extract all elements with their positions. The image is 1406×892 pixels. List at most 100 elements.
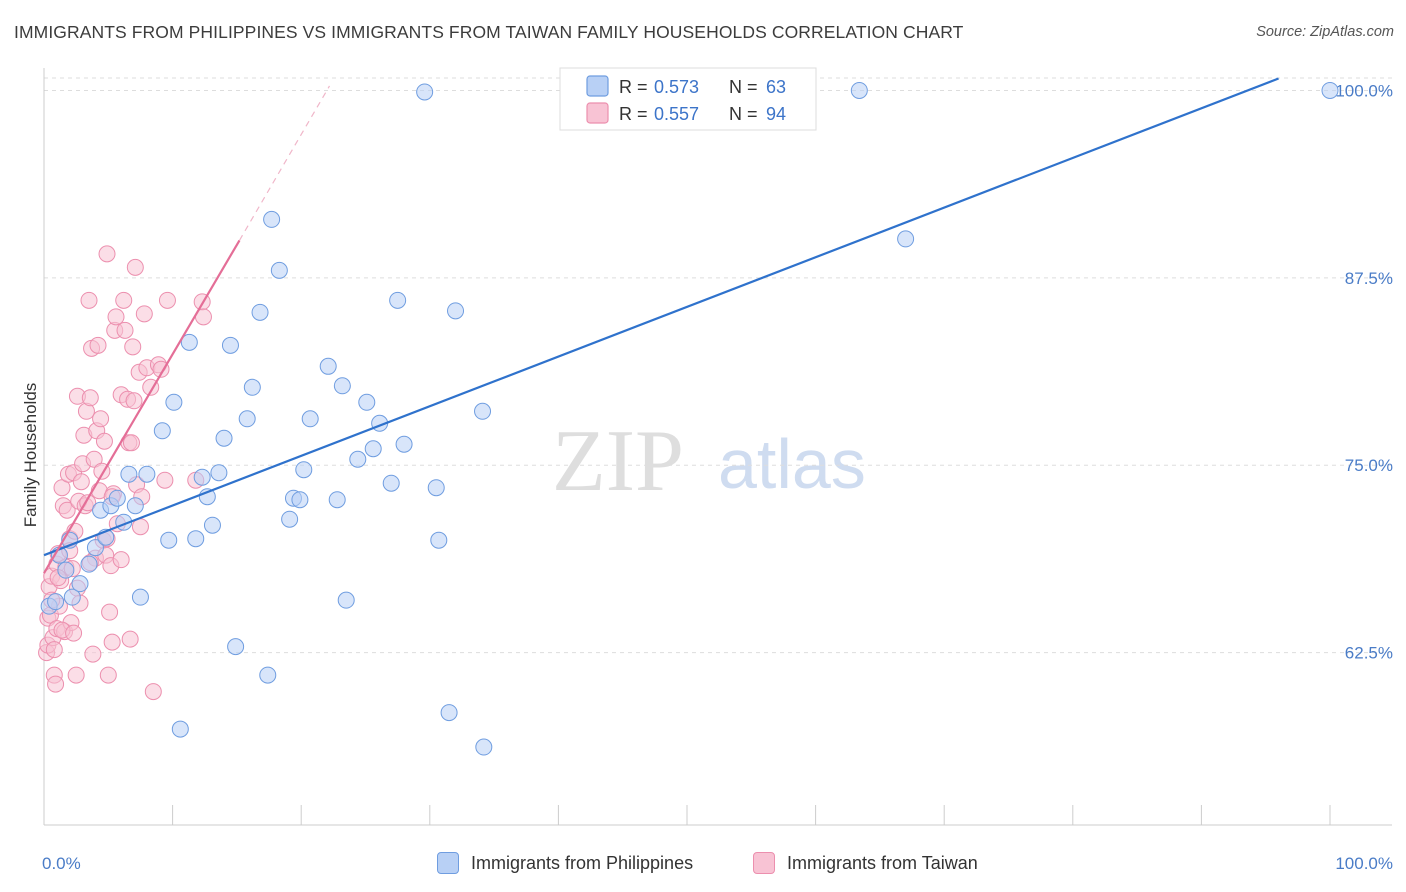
philippines-trend-line xyxy=(43,77,1279,557)
philippines-point xyxy=(1321,81,1339,99)
philippines-point xyxy=(63,588,81,606)
stats-legend-swatch-taiwan xyxy=(586,102,609,124)
taiwan-point xyxy=(107,308,125,326)
taiwan-point xyxy=(115,291,133,309)
watermark: ZIP atlas xyxy=(552,413,866,510)
philippines-point xyxy=(120,465,138,483)
taiwan-point xyxy=(67,666,85,684)
taiwan-point xyxy=(89,336,107,354)
source-label: Source: ZipAtlas.com xyxy=(1256,24,1394,40)
philippines-point xyxy=(291,491,309,509)
philippines-point xyxy=(131,588,149,606)
y-tick-label: 75.0% xyxy=(1345,456,1393,475)
philippines-point xyxy=(165,393,183,411)
y-axis-label: Family Households xyxy=(21,383,40,528)
taiwan-point xyxy=(158,291,176,309)
philippines-point xyxy=(475,738,493,756)
philippines-point xyxy=(416,83,434,101)
philippines-point xyxy=(180,333,198,351)
philippines-point xyxy=(160,531,178,549)
y-tick-label: 62.5% xyxy=(1345,644,1393,663)
stats-legend-swatch-philippines xyxy=(586,75,609,97)
philippines-point xyxy=(259,666,277,684)
taiwan-point xyxy=(124,338,142,356)
bottom-legend: Immigrants from Philippines Immigrants f… xyxy=(0,850,1406,878)
legend-item-philippines: Immigrants from Philippines xyxy=(437,852,693,874)
philippines-point xyxy=(86,539,104,557)
philippines-point xyxy=(243,378,261,396)
philippines-point xyxy=(358,393,376,411)
philippines-point xyxy=(210,464,228,482)
stats-r-value-philippines: 0.573 xyxy=(654,77,699,97)
philippines-point xyxy=(138,465,156,483)
philippines-point xyxy=(337,591,355,609)
philippines-point xyxy=(187,530,205,548)
philippines-point xyxy=(395,435,413,453)
philippines-point xyxy=(364,440,382,458)
stats-r-value-taiwan: 0.557 xyxy=(654,104,699,124)
philippines-point xyxy=(171,720,189,738)
taiwan-point xyxy=(85,450,103,468)
philippines-point xyxy=(295,461,313,479)
stats-legend: R = 0.573 N = 63 R = 0.557 N = 94 xyxy=(559,67,817,131)
philippines-point xyxy=(227,638,245,656)
legend-swatch-philippines xyxy=(437,852,459,874)
taiwan-point xyxy=(144,683,162,701)
grid-lines xyxy=(44,77,1392,654)
trend-lines xyxy=(43,77,1279,574)
philippines-point xyxy=(349,450,367,468)
watermark-atlas: atlas xyxy=(718,425,866,503)
taiwan-point xyxy=(80,291,98,309)
stats-r-label-taiwan: R = xyxy=(619,104,648,124)
stats-n-label-philippines: N = xyxy=(729,77,758,97)
philippines-point xyxy=(80,555,98,573)
y-tick-label: 100.0% xyxy=(1335,81,1393,100)
taiwan-point xyxy=(126,258,144,276)
philippines-point xyxy=(221,336,239,354)
taiwan-point xyxy=(81,389,99,407)
philippines-point xyxy=(440,704,458,722)
taiwan-point xyxy=(101,603,119,621)
taiwan-point xyxy=(58,501,76,519)
stats-n-value-philippines: 63 xyxy=(766,77,786,97)
taiwan-point xyxy=(99,666,117,684)
stats-r-label-philippines: R = xyxy=(619,77,648,97)
taiwan-point xyxy=(125,392,143,410)
philippines-point xyxy=(382,474,400,492)
chart-title: IMMIGRANTS FROM PHILIPPINES VS IMMIGRANT… xyxy=(14,22,964,42)
philippines-point xyxy=(319,357,337,375)
philippines-point xyxy=(193,468,211,486)
philippines-point xyxy=(333,377,351,395)
taiwan-point xyxy=(103,633,121,651)
taiwan-point xyxy=(156,471,174,489)
philippines-point xyxy=(108,489,126,507)
philippines-point xyxy=(328,491,346,509)
taiwan-trend-extension xyxy=(238,85,331,241)
philippines-point xyxy=(301,410,319,428)
watermark-zip: ZIP xyxy=(552,413,684,510)
philippines-point xyxy=(427,479,445,497)
legend-item-taiwan: Immigrants from Taiwan xyxy=(753,852,978,874)
philippines-point xyxy=(389,291,407,309)
philippines-points xyxy=(40,81,1339,756)
legend-swatch-taiwan xyxy=(753,852,775,874)
x-tick-labels: 0.0% 100.0% xyxy=(42,854,1393,873)
legend-label-philippines: Immigrants from Philippines xyxy=(471,852,694,873)
philippines-point xyxy=(850,81,868,99)
taiwan-point xyxy=(98,245,116,263)
philippines-point xyxy=(251,303,269,321)
philippines-point xyxy=(71,575,89,593)
legend-label-taiwan: Immigrants from Taiwan xyxy=(787,852,978,873)
stats-n-value-taiwan: 94 xyxy=(766,104,786,124)
philippines-point xyxy=(238,410,256,428)
taiwan-point xyxy=(47,675,65,693)
philippines-point xyxy=(203,516,221,534)
taiwan-point xyxy=(135,305,153,323)
stats-n-label-taiwan: N = xyxy=(729,104,758,124)
philippines-point xyxy=(474,402,492,420)
x-tick-label: 100.0% xyxy=(1335,854,1393,873)
philippines-point xyxy=(281,510,299,528)
taiwan-point xyxy=(72,473,90,491)
y-tick-label: 87.5% xyxy=(1345,269,1393,288)
